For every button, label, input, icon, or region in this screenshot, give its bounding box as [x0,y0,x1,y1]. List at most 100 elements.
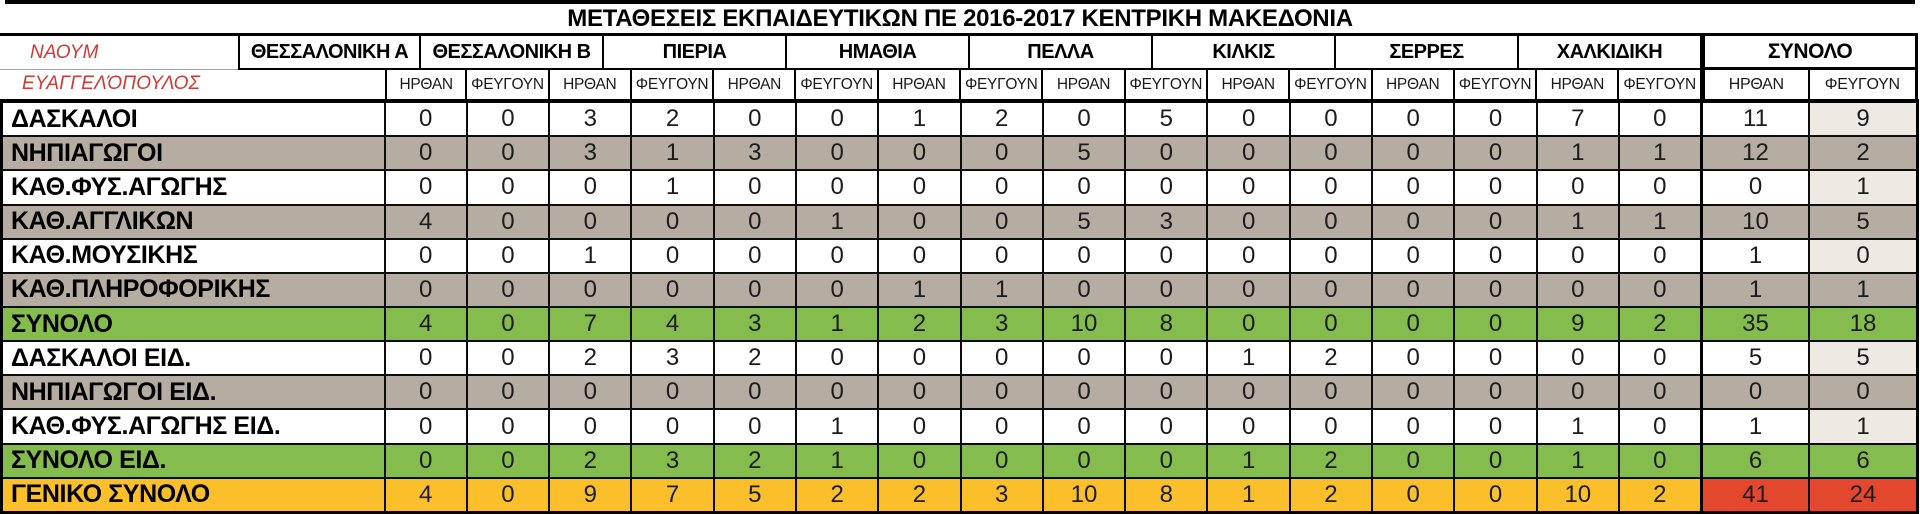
data-cell: 0 [1288,135,1374,172]
data-cell: 0 [1124,237,1209,274]
data-cell: 0 [877,203,962,240]
data-cell: 0 [1371,99,1456,138]
data-cell: 0 [1371,237,1456,274]
column-group-header: ΣΕΡΡΕΣ [1336,33,1519,70]
row-label-cell: ΝΗΠΙΑΓΩΓΟΙ [0,135,386,172]
column-subheader: ΗΡΘΑΝ [1043,70,1126,99]
data-cell: 0 [1535,237,1620,274]
data-cell: 0 [1371,340,1456,377]
data-cell: 0 [712,374,797,411]
data-cell: 0 [1288,203,1374,240]
data-cell: 0 [465,169,551,206]
data-cell: 0 [1041,99,1127,138]
data-cell: 1 [1535,135,1620,172]
table-row: ΚΑΘ.ΦΥΣ.ΑΓΩΓΗΣ ΕΙΔ. 0 0 0 0 0 1 0 0 0 0 0 0 0 0 1 0 1 1 [0,408,1919,445]
column-subheader-total: ΦΕΥΓΟΥΝ [1809,70,1918,99]
data-cell: 10 [1041,305,1127,343]
data-cell: 9 [1808,99,1919,138]
data-cell: 2 [630,99,715,138]
row-label-cell: ΔΑΣΚΑΛΟΙ [0,99,386,138]
row-label-cell: ΣΥΝΟΛΟ [0,305,386,343]
data-cell: 2 [1808,135,1919,172]
data-cell: 7 [548,305,633,343]
data-cell: 0 [1453,271,1538,308]
data-cell: 1 [630,169,715,206]
data-cell: 2 [1288,340,1374,377]
column-subheader-total: ΗΡΘΑΝ [1701,70,1810,99]
data-cell: 6 [1808,442,1919,479]
data-cell: 0 [548,203,633,240]
data-cell: 3 [959,476,1044,514]
data-cell: 2 [959,99,1044,138]
top-border-line [5,0,1915,4]
data-cell: 0 [877,442,962,479]
data-cell: 0 [383,374,468,411]
data-cell: 0 [1453,99,1538,138]
column-subheader: ΗΡΘΑΝ [714,70,797,99]
data-cell: 0 [1371,305,1456,343]
row-label-cell: ΓΕΝΙΚΟ ΣΥΝΟΛΟ [0,476,386,514]
data-cell: 0 [1124,340,1209,377]
data-cell: 8 [1124,305,1209,343]
data-cell: 0 [1124,442,1209,479]
data-cell: 4 [383,305,468,343]
table-row: ΣΥΝΟΛΟ 4 0 7 4 3 1 2 3 10 8 0 0 0 0 9 2 35 18 [0,305,1919,343]
data-cell: 0 [1124,169,1209,206]
data-cell: 3 [548,99,633,138]
row-label-cell: ΚΑΘ.ΑΓΓΛΙΚΩΝ [0,203,386,240]
data-cell: 7 [1535,99,1620,138]
data-cell: 1 [1617,203,1703,240]
data-cell: 3 [630,340,715,377]
data-cell: 4 [383,203,468,240]
data-cell: 1 [1535,408,1620,445]
column-group-header: ΧΑΛΚΙΔΙΚΗ [1519,33,1702,70]
data-cell: 1 [1808,408,1919,445]
column-subheader: ΦΕΥΓΟΥΝ [961,70,1044,99]
data-cell: 0 [712,99,797,138]
data-cell: 0 [959,203,1044,240]
data-cell: 0 [383,271,468,308]
data-cell: 0 [1206,203,1291,240]
data-cell: 1 [794,408,880,445]
data-cell: 1 [959,271,1044,308]
data-cell: 1 [1535,203,1620,240]
data-cell: 0 [465,442,551,479]
data-cell: 0 [1124,135,1209,172]
data-cell: 2 [877,305,962,343]
data-cell: 11 [1699,99,1811,138]
data-cell: 0 [1206,271,1291,308]
data-cell: 0 [1371,271,1456,308]
data-cell: 0 [548,408,633,445]
data-cell: 2 [712,340,797,377]
data-cell: 2 [794,476,880,514]
data-cell: 0 [1371,203,1456,240]
data-cell: 0 [383,135,468,172]
data-cell: 0 [465,99,551,138]
column-group-header: ΗΜΑΘΙΑ [787,33,970,70]
data-cell: 0 [1041,374,1127,411]
data-cell: 0 [1453,442,1538,479]
data-cell: 0 [465,374,551,411]
data-cell: 0 [1371,442,1456,479]
data-cell: 0 [712,237,797,274]
data-cell: 5 [1041,203,1127,240]
table-row: ΔΑΣΚΑΛΟΙ ΕΙΔ. 0 0 2 3 2 0 0 0 0 0 1 2 0 0 0 0 5 5 [0,340,1919,377]
subheader-row: ΗΡΘΑΝ ΦΕΥΓΟΥΝ ΗΡΘΑΝ ΦΕΥΓΟΥΝ ΗΡΘΑΝ ΦΕΥΓΟΥΝ ΗΡΘΑ… [385,70,1918,99]
data-cell: 0 [1617,340,1703,377]
data-cell: 0 [1371,135,1456,172]
data-cell: 5 [1041,135,1127,172]
data-cell: 0 [794,135,880,172]
data-cell: 0 [383,408,468,445]
data-cell: 0 [1617,169,1703,206]
data-cell: 1 [1699,271,1811,308]
data-cell: 0 [794,99,880,138]
data-cell: 0 [383,99,468,138]
data-cell: 0 [877,135,962,172]
data-cell: 10 [1535,476,1620,514]
data-cell: 0 [1041,169,1127,206]
table-row: ΔΑΣΚΑΛΟΙ 0 0 3 2 0 0 1 2 0 5 0 0 0 0 7 0 11 9 [0,99,1919,138]
column-subheader: ΗΡΘΑΝ [1537,70,1620,99]
data-cell: 0 [877,340,962,377]
data-cell: 4 [383,476,468,514]
data-cell: 41 [1699,476,1811,514]
